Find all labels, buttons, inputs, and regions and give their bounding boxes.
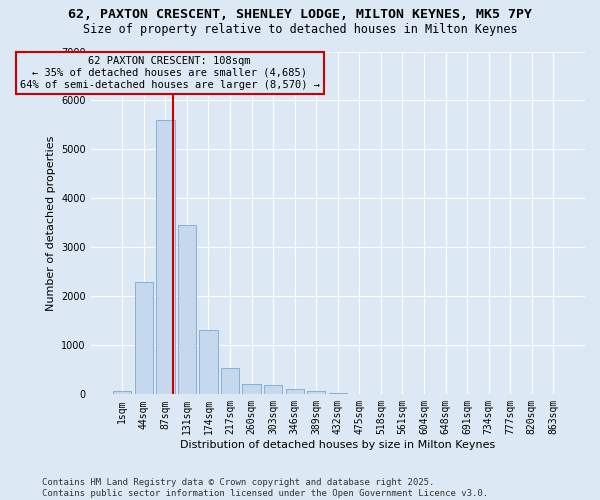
Bar: [286, 389, 304, 394]
Text: 62, PAXTON CRESCENT, SHENLEY LODGE, MILTON KEYNES, MK5 7PY: 62, PAXTON CRESCENT, SHENLEY LODGE, MILT…: [68, 8, 532, 20]
Bar: [307, 392, 325, 394]
Text: Size of property relative to detached houses in Milton Keynes: Size of property relative to detached ho…: [83, 22, 517, 36]
Bar: [242, 384, 261, 394]
Bar: [199, 330, 218, 394]
Y-axis label: Number of detached properties: Number of detached properties: [46, 135, 56, 310]
Bar: [156, 120, 175, 394]
Bar: [264, 386, 283, 394]
Bar: [329, 393, 347, 394]
Bar: [178, 225, 196, 394]
Text: Contains HM Land Registry data © Crown copyright and database right 2025.
Contai: Contains HM Land Registry data © Crown c…: [42, 478, 488, 498]
Bar: [134, 282, 153, 395]
Bar: [221, 368, 239, 394]
X-axis label: Distribution of detached houses by size in Milton Keynes: Distribution of detached houses by size …: [180, 440, 496, 450]
Bar: [113, 391, 131, 394]
Text: 62 PAXTON CRESCENT: 108sqm
← 35% of detached houses are smaller (4,685)
64% of s: 62 PAXTON CRESCENT: 108sqm ← 35% of deta…: [20, 56, 320, 90]
